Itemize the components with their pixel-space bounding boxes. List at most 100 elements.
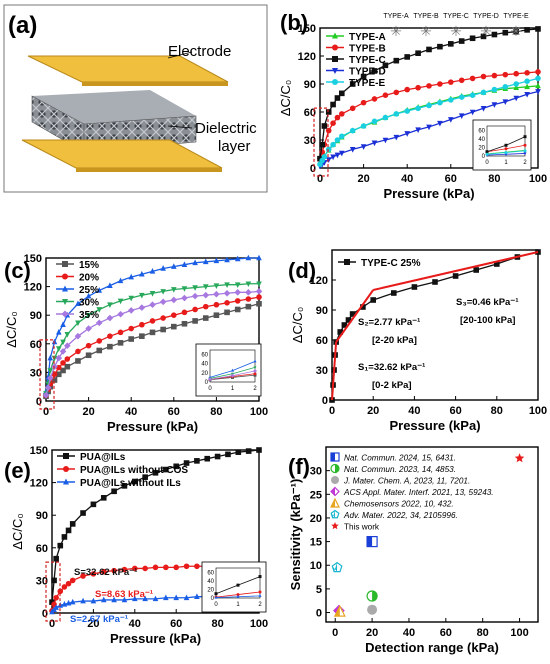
data-point-pua-ils [152,470,159,476]
x-tick-label: 0 [332,627,338,639]
y-tick-label: 150 [30,445,48,457]
y-axis-label: ΔC/C₀ [290,307,305,343]
legend-swatch-marker [332,44,338,51]
data-point-type-d [458,113,465,120]
data-point-pua-ils-without-ils [69,598,76,605]
inset-y-tick: 20 [207,587,214,593]
data-point-type-c [426,46,432,53]
data-point-type-b [524,70,530,76]
data-point-type-d [535,89,541,95]
zoom-box [313,107,329,177]
x-tick-label: 20 [357,173,369,185]
inset-point-type-c [504,143,508,147]
data-point-type-d [491,102,498,108]
data-point-type-d [480,105,487,112]
data-point-pua-ils [61,534,68,540]
inset-y-tick: 40 [207,579,214,585]
inset-point-type-e [485,152,489,156]
fit-line-s-32-62-kpa [331,341,338,401]
legend-swatch-marker [332,68,338,74]
x-tick-label: 60 [170,618,182,630]
legend-label-chemosensors-2022-10-432: Chemosensors 2022, 10, 432. [344,500,454,509]
panel-c-label: (c) [4,258,31,283]
data-point-20 [181,309,188,316]
x-axis-label: Pressure (kPa) [389,418,480,433]
data-point-35 [46,374,54,382]
data-point-type-c [480,33,487,40]
data-point-type-b [325,127,332,134]
x-tick-label: 20 [82,406,94,418]
data-point-type-b [535,69,541,75]
data-point-20 [117,329,124,336]
data-point-type-e [382,114,389,121]
fit-label: S₁=32.62 kPa⁻¹ [358,362,425,373]
data-point-15 [117,340,124,346]
y-tick-label: 0 [310,163,316,175]
data-point-pua-ils-without-ils [53,604,59,610]
data-point-type-e [502,84,509,90]
data-point-pua-ils-without-cos [65,580,72,587]
legend-label-type-a: TYPE-A [349,32,386,43]
data-point-type-d [524,91,530,98]
plot-frame [45,257,260,402]
data-point-pua-ils [225,451,231,458]
y-tick-label: 5 [316,584,322,596]
inset-x-tick: 1 [504,160,508,166]
data-point-30 [47,368,54,374]
data-point-type-b [513,70,519,77]
data-point-type-e [321,154,328,160]
x-tick-label: 20 [367,405,379,417]
data-point-15 [181,320,188,327]
inset-point-pua-ils-without-ils [236,594,240,598]
data-point-35 [59,348,67,355]
data-point-20 [171,312,177,319]
data-point-pua-ils [256,447,262,453]
type-label-type-d: TYPE-D [473,13,499,20]
legend-label-nat-commun-2024-15-6431: Nat. Commun. 2024, 15, 6431. [344,454,456,463]
inset-point-pua-ils-without-cos [258,590,262,594]
data-point-pua-ils-without-ils [65,599,72,606]
data-point-type-c-25 [370,297,376,303]
data-point-type-b [437,81,443,87]
data-point-20 [160,315,166,321]
data-point-pua-ils [142,474,148,480]
legend-label-25: 25% [79,285,99,296]
panel-d: 0 20 40 60 80 100 0 30 60 90 120 Pressure (kPa) ΔC/C… [288,249,547,433]
data-point-pua-ils [163,466,169,473]
data-point-type-c [404,54,410,60]
data-point-15 [139,333,145,339]
inset-y-tick: 40 [201,362,208,368]
data-point-35 [202,291,210,299]
data-point-35 [149,301,156,309]
inset-x-tick: 0 [214,602,218,608]
legend-swatch-marker [62,299,68,305]
data-point-20 [245,296,252,302]
legend-swatch-marker [62,261,68,267]
legend-label-acs-appl-mater-interf-2021-13-59243: ACS Appl. Mater. Interf. 2021, 13, 59243… [343,488,494,497]
legend-label-adv-mater-2022-34-2105996: Adv. Mater. 2022, 34, 2105996. [343,511,458,520]
data-point-15 [256,300,262,307]
data-point-type-c [371,68,378,74]
data-point-35 [64,342,71,350]
data-point-pua-ils-without-cos [173,564,179,571]
data-point-pua-ils [51,577,57,584]
data-point-35 [159,298,167,306]
data-point-pua-ils [111,488,117,495]
data-point-pua-ils [100,495,107,501]
data-point-pua-ils-without-ils [142,595,148,602]
data-point-20 [128,325,134,332]
data-point-30 [96,307,103,313]
data-point-15 [85,352,92,359]
x-tick-label: 20 [87,618,99,630]
data-point-type-d [360,144,367,150]
data-point-35 [85,325,92,332]
data-point-type-d [393,134,400,141]
data-point-30 [128,295,134,302]
x-tick-label: 100 [250,406,268,418]
data-point-type-d [325,157,332,163]
data-point-type-b [360,99,367,106]
legend-label-j-mater-chem-a-2023-11-7201: J. Mater. Chem. A, 2023, 11, 7201. [343,477,470,486]
data-point-type-c-25 [345,317,352,323]
sensitivity-annotation: S=2.67 kPa⁻¹ [70,614,128,625]
data-point-type-d [334,152,341,159]
